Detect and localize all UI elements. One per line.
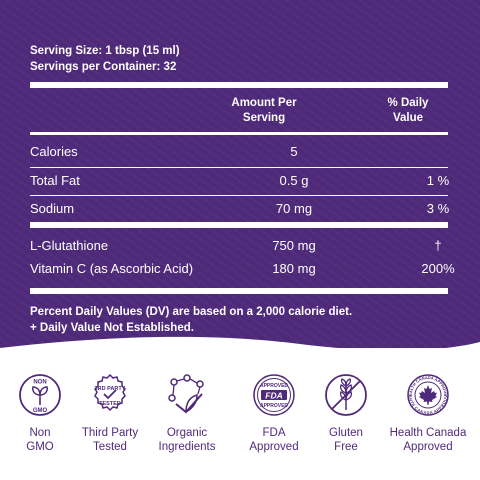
servings-per-container: Servings per Container: 32 [30,61,177,73]
daily-value-header: % Daily Value [368,96,448,126]
row-divider [30,167,448,168]
badge-label-line1: Gluten [329,427,363,439]
nutrient-name: L-Glutathione [30,238,109,253]
badge-gluten-free: Gluten Free [306,372,386,454]
nutrient-amount: 70 mg [275,201,313,216]
section-thick-rule [30,222,448,228]
nutrient-amount: 0.5 g [279,173,309,188]
third-party-badge-bottom-text: TESTED [99,401,121,407]
health-canada-icon: HEALTH CANADA APPROVED SANTÉ CANADA APPR… [405,372,449,416]
bottom-thick-rule [30,288,448,294]
nutrient-daily: 1 % [426,173,450,188]
fda-badge-mid-text: FDA [265,390,282,400]
badge-label-line1: Non [29,427,51,439]
badge-label-line1: Third Party [81,427,139,439]
fda-badge-bottom-text: APPROVED [260,403,288,409]
badge-fda-approved: APPROVED FDA APPROVED FDA Approved [234,372,314,454]
badge-label: Gluten Free [306,426,386,454]
badges-area [0,348,480,480]
non-gmo-icon: NON GMO [19,374,61,416]
badge-label-line2: Free [334,441,358,453]
header-rule [30,132,448,135]
nutrient-name: Total Fat [30,173,80,188]
non-gmo-badge-top-text: NON [33,380,46,386]
badge-label: Organic Ingredients [147,426,227,454]
top-thick-rule [30,82,448,88]
badge-third-party-tested: 3RD PARTY TESTED Third Party Tested [70,372,150,454]
nutrient-amount: 5 [290,144,298,159]
badge-label-line2: Ingredients [158,441,216,453]
amount-header-line1: Amount Per [231,97,297,109]
nutrient-daily: 200% [421,261,455,276]
third-party-tested-icon: 3RD PARTY TESTED [94,373,126,412]
badge-label-line2: Approved [249,441,299,453]
amount-header-line2: Serving [242,112,286,124]
badge-label: Non GMO [0,426,80,454]
badge-label-line1: Organic [166,427,208,439]
badge-organic-ingredients: Organic Ingredients [147,372,227,454]
nutrient-daily: 3 % [426,201,450,216]
badge-label-line1: Health Canada [389,427,467,439]
nutrition-panel: Serving Size: 1 tbsp (15 ml) Servings pe… [0,0,480,348]
nutrient-daily: † [434,238,442,253]
gluten-free-icon [325,374,367,416]
badge-label: FDA Approved [234,426,314,454]
footnote-dagger: + Daily Value Not Established. [30,322,194,334]
badge-label: Health Canada Approved [380,426,476,454]
badge-label-line2: GMO [26,441,54,453]
third-party-badge-top-text: 3RD PARTY [95,386,126,392]
nutrient-amount: 750 mg [272,238,316,253]
nutrient-name: Vitamin C (as Ascorbic Acid) [30,261,194,276]
badge-label-line2: Tested [93,441,127,453]
badge-non-gmo: NON GMO Non GMO [0,372,80,454]
serving-info: Serving Size: 1 tbsp (15 ml) Servings pe… [30,43,180,75]
badge-label-line1: FDA [262,427,286,439]
nutrient-name: Calories [30,144,78,159]
badge-label: Third Party Tested [70,426,150,454]
badge-label-line2: Approved [403,441,453,453]
serving-size: Serving Size: 1 tbsp (15 ml) [30,45,180,57]
amount-per-serving-header: Amount Per Serving [209,96,319,126]
footnote-dv: Percent Daily Values (DV) are based on a… [30,306,353,318]
nutrient-name: Sodium [30,201,75,216]
non-gmo-badge-bottom-text: GMO [33,408,48,414]
daily-header-line2: Value [392,112,424,124]
organic-ingredients-icon [168,374,204,414]
nutrient-amount: 180 mg [272,261,316,276]
fda-badge-top-text: APPROVED [260,383,288,389]
fda-approved-icon: APPROVED FDA APPROVED [253,374,295,416]
daily-header-line1: % Daily [387,97,429,109]
row-divider [30,195,448,196]
footnote: Percent Daily Values (DV) are based on a… [30,304,352,336]
badge-health-canada: HEALTH CANADA APPROVED SANTÉ CANADA APPR… [380,372,476,454]
